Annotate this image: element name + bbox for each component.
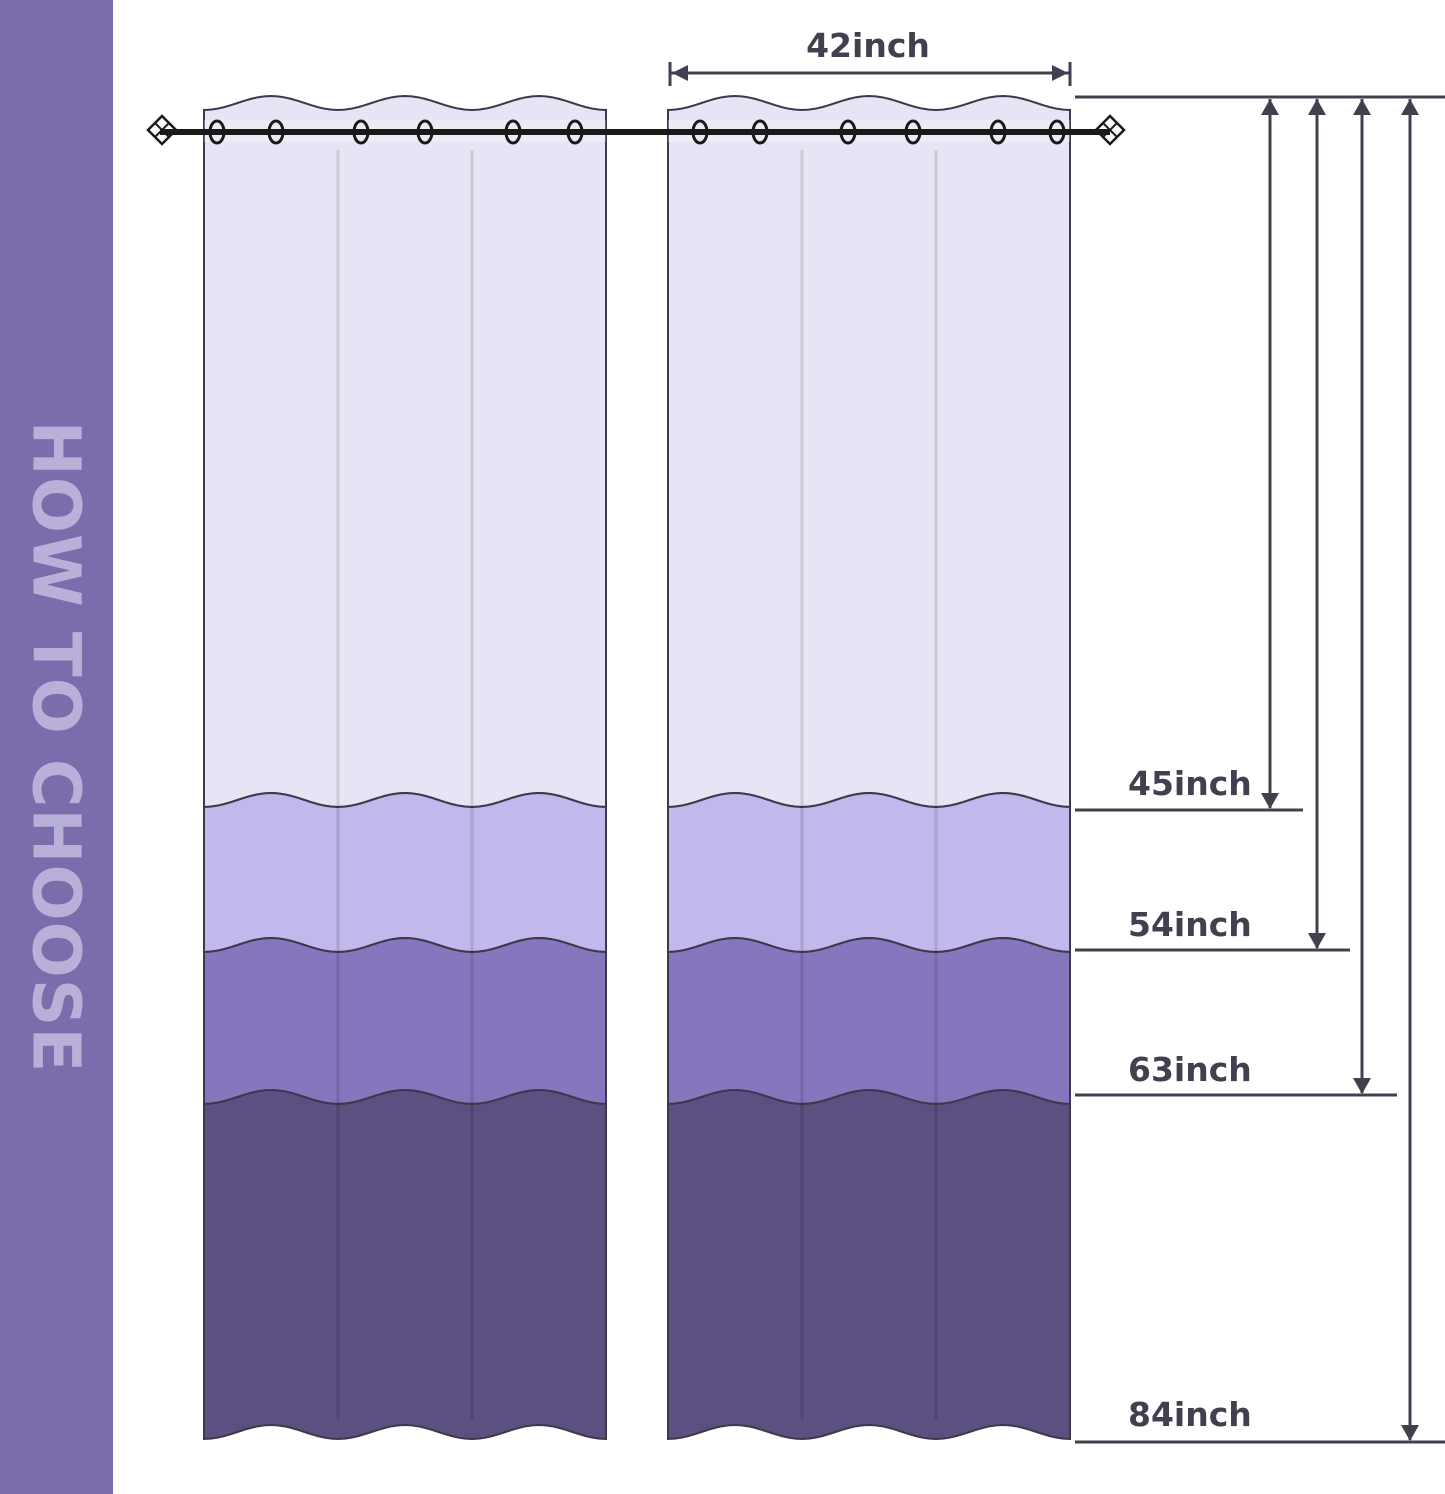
grommet bbox=[751, 119, 769, 145]
curtain-panel bbox=[667, 94, 1071, 1441]
grommet bbox=[989, 119, 1007, 145]
length-label-84: 84inch bbox=[1128, 1395, 1252, 1434]
grommet bbox=[1048, 119, 1066, 145]
arrow-down-icon bbox=[1401, 1425, 1419, 1441]
finial-diamond bbox=[146, 114, 178, 146]
arrow-up-icon bbox=[1401, 99, 1419, 115]
curtain-rod bbox=[146, 114, 1126, 146]
grommet bbox=[691, 119, 709, 145]
finial bbox=[1094, 114, 1126, 146]
arrow-left-icon bbox=[672, 65, 688, 81]
arrow-down-icon bbox=[1353, 1078, 1371, 1094]
curtain-panel bbox=[203, 94, 607, 1441]
arrow-up-icon bbox=[1308, 99, 1326, 115]
length-label-63: 63inch bbox=[1128, 1050, 1252, 1089]
grommet bbox=[904, 119, 922, 145]
curtain-band bbox=[203, 791, 607, 954]
curtain-band bbox=[667, 791, 1071, 954]
finial-detail bbox=[1102, 122, 1118, 138]
length-label-54: 54inch bbox=[1128, 905, 1252, 944]
finial bbox=[146, 114, 178, 146]
width-label: 42inch bbox=[806, 26, 930, 65]
arrow-up-icon bbox=[1261, 99, 1279, 115]
grommet bbox=[208, 119, 226, 145]
finial-detail bbox=[154, 122, 170, 138]
grommet bbox=[566, 119, 584, 145]
grommet bbox=[504, 119, 522, 145]
length-label-45: 45inch bbox=[1128, 764, 1252, 803]
grommet bbox=[416, 119, 434, 145]
arrow-down-icon bbox=[1261, 793, 1279, 809]
curtain-band bbox=[203, 936, 607, 1106]
curtain-band bbox=[203, 94, 607, 809]
curtain-band bbox=[203, 1088, 607, 1441]
arrow-up-icon bbox=[1353, 99, 1371, 115]
grommet bbox=[839, 119, 857, 145]
dimension-lines bbox=[668, 62, 1445, 1444]
arrow-right-icon bbox=[1052, 65, 1068, 81]
grommet bbox=[352, 119, 370, 145]
grommet bbox=[267, 119, 285, 145]
curtain-band bbox=[667, 1088, 1071, 1441]
curtain-band bbox=[667, 936, 1071, 1106]
curtain-band bbox=[667, 94, 1071, 809]
finial-diamond bbox=[1094, 114, 1126, 146]
arrow-down-icon bbox=[1308, 933, 1326, 949]
sidebar: HOW TO CHOOSE bbox=[0, 0, 113, 1494]
